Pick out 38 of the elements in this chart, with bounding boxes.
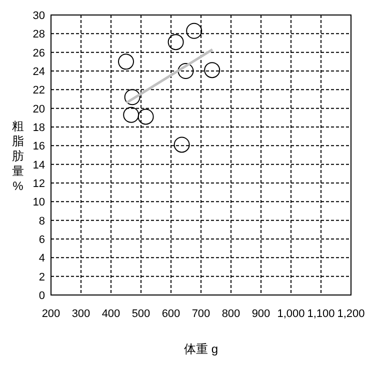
y-tick-label: 10 — [32, 196, 45, 209]
point — [118, 54, 134, 70]
y-tick-label: 18 — [32, 122, 45, 134]
x-tick-label: 1,200 — [337, 308, 365, 320]
y-tick-label: 20 — [32, 103, 45, 116]
y-tick-label: 8 — [38, 215, 45, 228]
x-axis-title: 体重 g — [184, 342, 218, 356]
x-tick-label: 200 — [42, 308, 60, 320]
x-tick-label: 400 — [102, 308, 120, 320]
x-tick-label: 600 — [162, 308, 180, 320]
x-tick-label: 300 — [72, 308, 90, 320]
y-tick-label: 28 — [32, 28, 45, 41]
point — [174, 136, 190, 153]
y-tick-label: 0 — [38, 290, 45, 302]
y-tick-label: 22 — [32, 84, 45, 97]
y-tick-label: 24 — [32, 66, 45, 78]
y-tick-label: 12 — [32, 178, 45, 190]
point — [168, 34, 184, 50]
point — [123, 106, 140, 123]
point — [124, 89, 140, 106]
x-tick-label: 800 — [222, 308, 240, 320]
y-tick-label: 26 — [32, 47, 45, 60]
y-tick-label: 6 — [38, 234, 45, 246]
point — [178, 63, 194, 79]
point — [204, 62, 220, 78]
y-tick-label: 4 — [38, 252, 45, 265]
y-tick-label: 16 — [32, 140, 45, 153]
y-tick-label: 2 — [38, 271, 45, 284]
point — [138, 108, 154, 125]
x-tick-label: 900 — [252, 308, 270, 320]
x-tick-label: 1,100 — [307, 308, 335, 320]
x-tick-label: 1,000 — [277, 308, 305, 320]
x-tick-label: 700 — [192, 308, 210, 320]
y-tick-label: 14 — [32, 159, 45, 172]
point — [186, 22, 202, 39]
y-tick-label: 30 — [32, 10, 45, 22]
x-tick-label: 500 — [132, 308, 150, 320]
y-axis-title: 粗脂肪量% — [12, 119, 24, 193]
